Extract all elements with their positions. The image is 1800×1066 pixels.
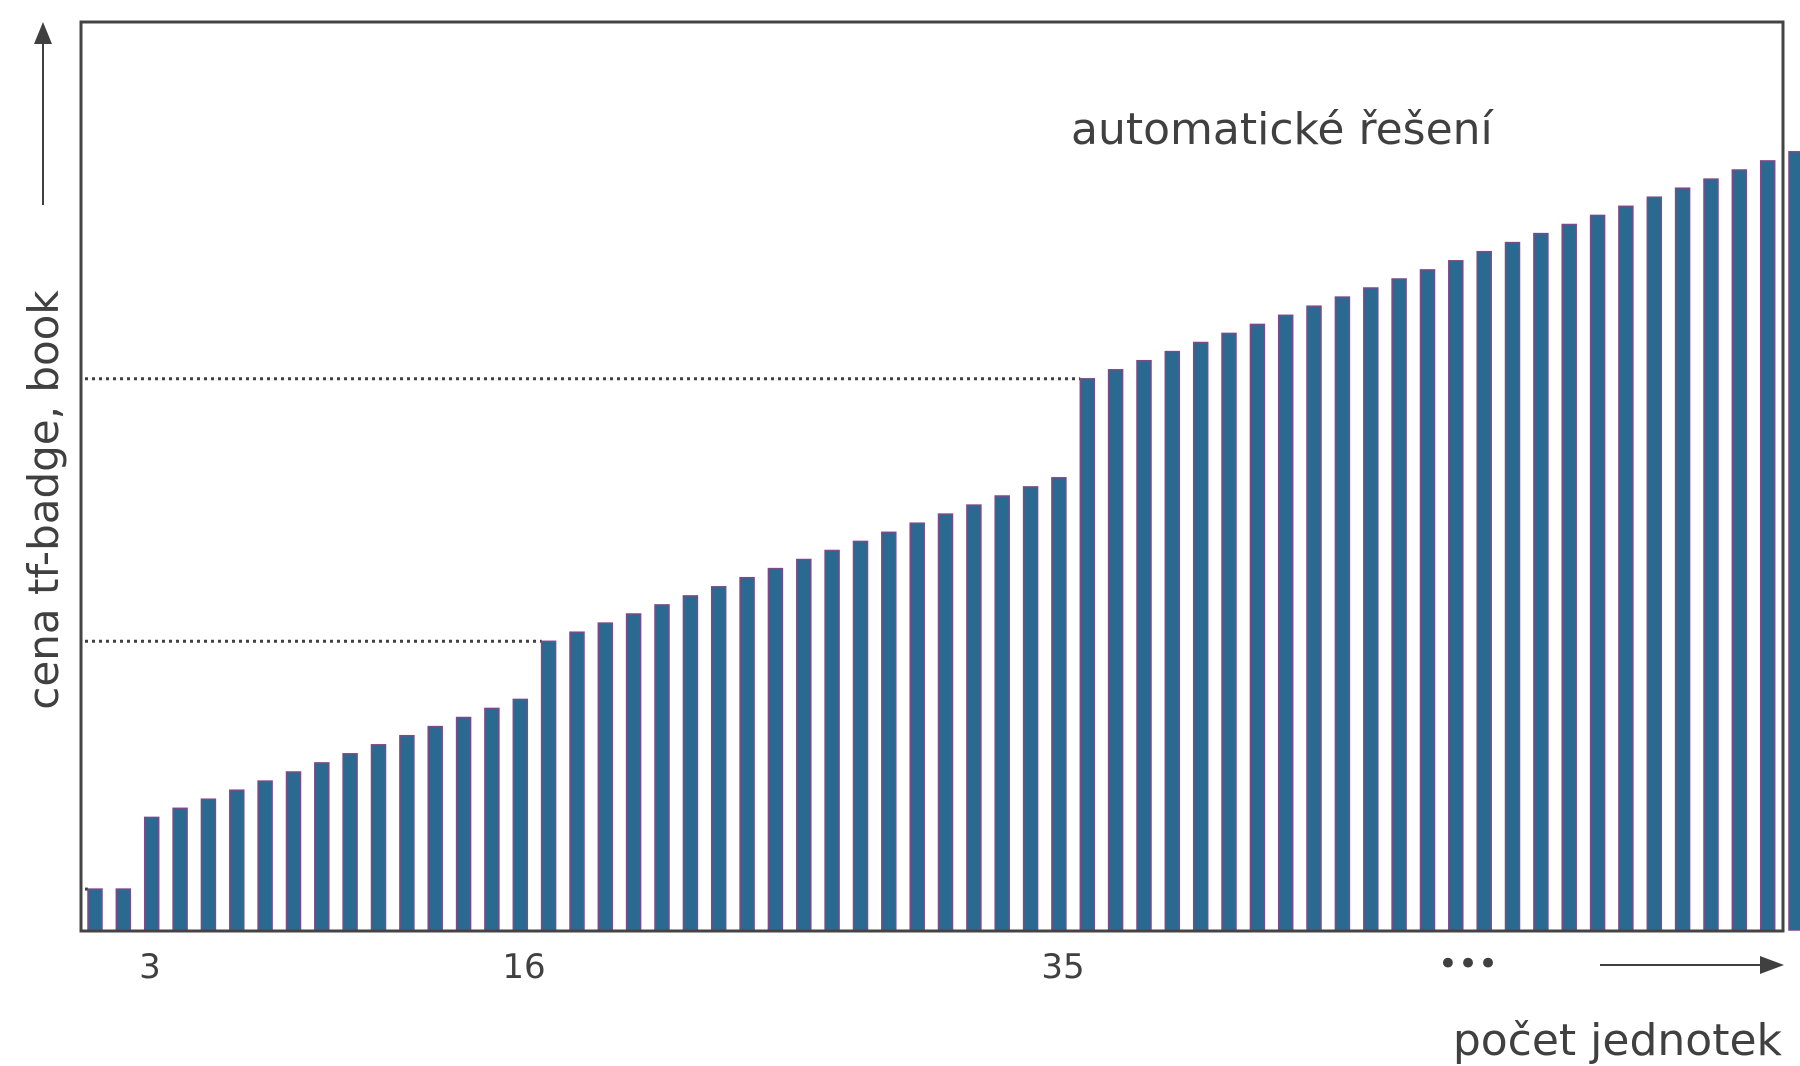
bar-42	[1249, 323, 1266, 931]
bar-22	[682, 595, 699, 931]
y-axis-arrow-head	[34, 22, 52, 44]
bar-6	[229, 789, 245, 931]
bar-50	[1476, 250, 1492, 931]
bar-36	[1079, 378, 1096, 931]
y-axis-label: cena tf-badge, book	[19, 290, 68, 710]
bar-44	[1306, 305, 1322, 931]
bar-41	[1221, 332, 1237, 931]
bar-40	[1192, 341, 1209, 931]
bar-45	[1334, 296, 1351, 931]
bar-33	[994, 495, 1010, 931]
bar-31	[937, 513, 954, 931]
bar-5	[200, 798, 217, 931]
bar-37	[1107, 369, 1124, 931]
bar-29	[881, 531, 897, 931]
annotation-label: automatické řešení	[1071, 104, 1495, 155]
bar-20	[625, 613, 642, 931]
bar-54	[1589, 214, 1606, 931]
bar-23	[710, 586, 727, 931]
bar-53	[1561, 223, 1577, 931]
bar-59	[1731, 169, 1748, 931]
bar-13	[427, 725, 443, 931]
x-tick-label-35: 35	[1041, 947, 1084, 987]
bar-8	[285, 771, 302, 931]
bar-27	[824, 549, 840, 931]
bar-11	[370, 744, 387, 931]
bar-3	[143, 816, 160, 931]
bar-10	[342, 753, 358, 931]
bar-16	[512, 698, 529, 931]
bar-61	[1788, 151, 1800, 931]
x-axis-arrow-head	[1760, 956, 1784, 974]
bar-58	[1703, 178, 1719, 931]
bar-9	[314, 762, 330, 931]
x-axis-label: počet jednotek	[1453, 1015, 1783, 1066]
bar-56	[1646, 196, 1663, 931]
bar-34	[1022, 486, 1039, 931]
bar-7	[257, 780, 273, 931]
bar-30	[909, 522, 925, 931]
bar-52	[1533, 232, 1549, 931]
bar-25	[767, 567, 784, 931]
x-tick-label-16: 16	[502, 947, 545, 987]
bar-46	[1363, 287, 1379, 931]
bar-2	[115, 888, 132, 931]
plot-frame	[79, 20, 1785, 933]
bar-55	[1618, 205, 1634, 931]
bar-26	[796, 558, 812, 931]
bar-60	[1759, 160, 1776, 931]
bar-1	[87, 888, 103, 931]
bar-12	[399, 734, 415, 931]
bar-15	[484, 707, 500, 931]
bar-28	[852, 540, 869, 931]
x-ellipsis: •••	[1438, 944, 1498, 984]
bar-21	[654, 604, 670, 931]
bar-48	[1419, 269, 1436, 931]
x-tick-label-3: 3	[139, 947, 161, 987]
bar-47	[1391, 278, 1407, 931]
bar-49	[1448, 260, 1464, 931]
bar-19	[597, 622, 614, 931]
bar-43	[1277, 314, 1294, 931]
bar-17	[540, 640, 557, 931]
bar-57	[1674, 187, 1691, 931]
bar-35	[1051, 477, 1067, 931]
bar-4	[172, 807, 188, 931]
bar-14	[455, 716, 472, 931]
bar-38	[1136, 359, 1152, 931]
bar-39	[1164, 350, 1181, 931]
bar-18	[569, 631, 585, 931]
bar-51	[1504, 241, 1521, 931]
bar-24	[739, 576, 755, 931]
bar-32	[966, 504, 982, 931]
